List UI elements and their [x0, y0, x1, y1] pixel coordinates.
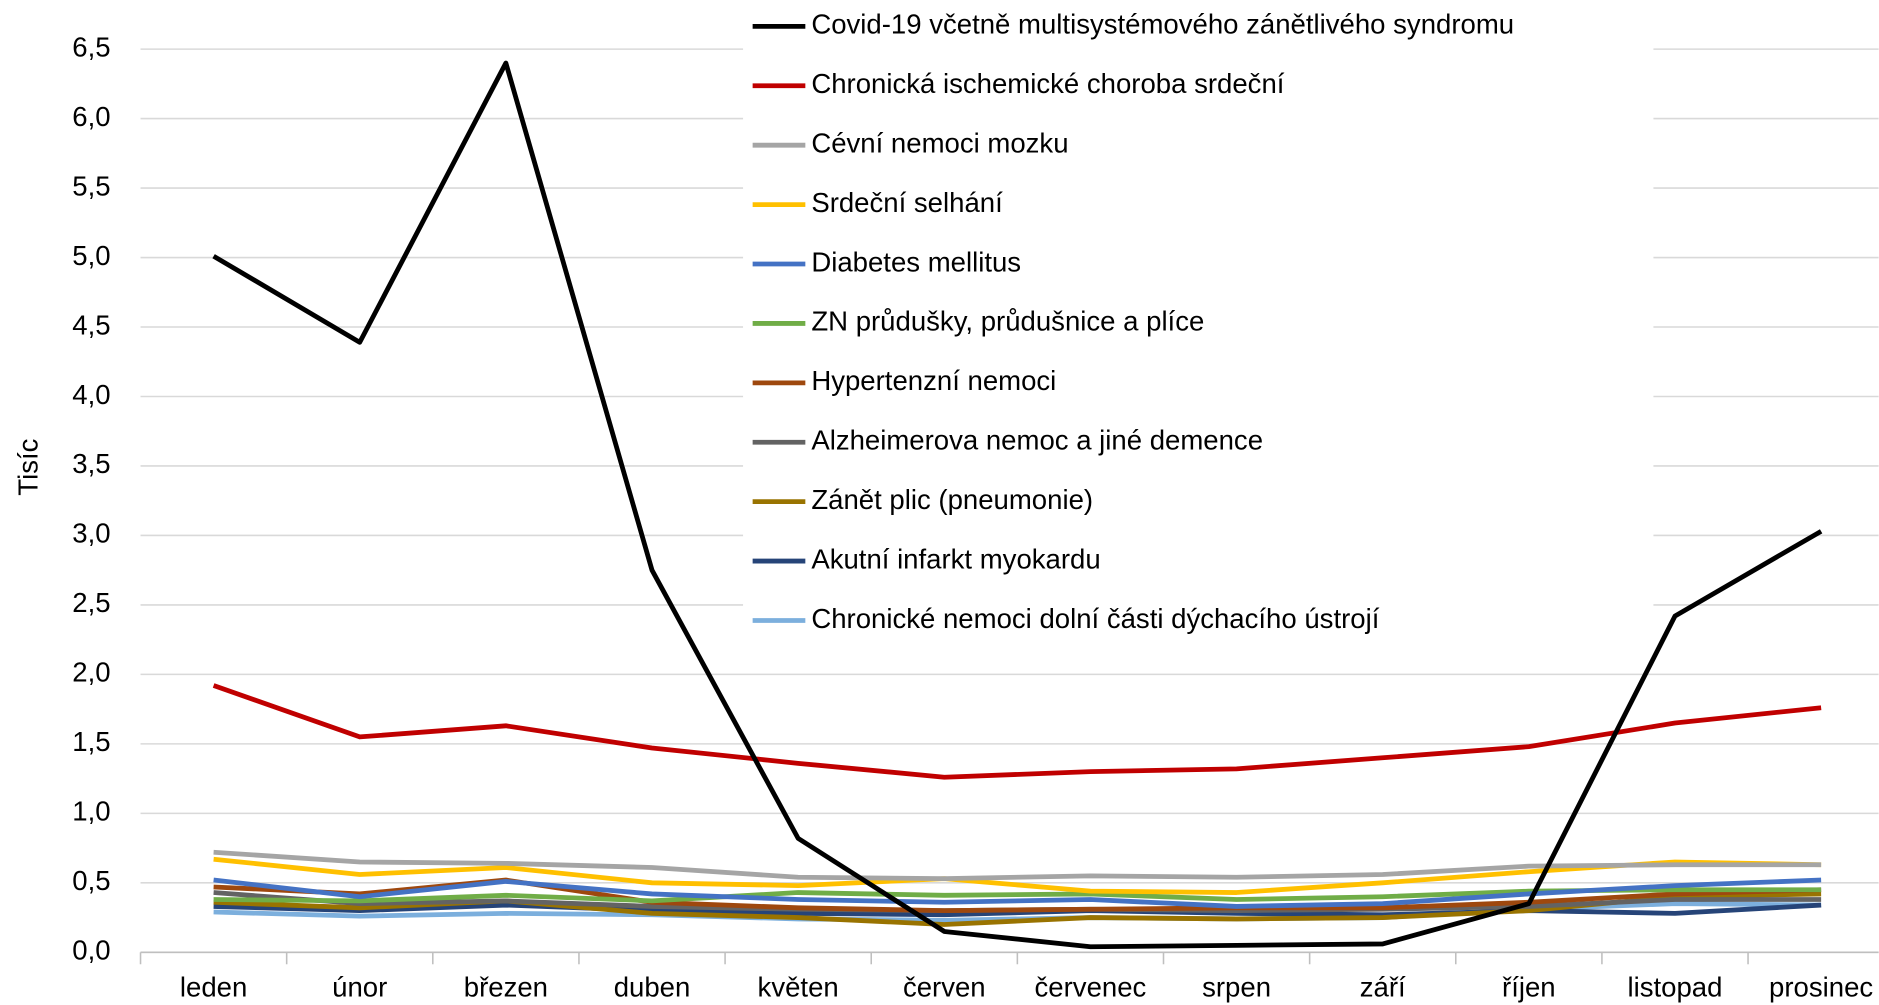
y-tick-label: 1,5 [72, 726, 110, 757]
x-tick-label: květen [758, 972, 839, 1003]
y-tick-label: 6,5 [72, 31, 110, 62]
x-tick-label: červenec [1035, 972, 1147, 1003]
line [212, 683, 1822, 780]
y-tick-label: 0,0 [72, 935, 110, 966]
y-tick-label: 5,5 [72, 170, 110, 201]
x-tick-label: říjen [1502, 972, 1556, 1003]
legend-label: Chronická ischemické choroba srdeční [811, 68, 1284, 99]
y-tick-label: 2,0 [72, 657, 110, 688]
y-tick-label: 3,0 [72, 518, 110, 549]
legend-label: Chronické nemoci dolní části dýchacího ú… [811, 603, 1379, 634]
y-tick-label: 4,5 [72, 309, 110, 340]
y-tick-label: 0,5 [72, 865, 110, 896]
x-tick-label: listopad [1628, 972, 1723, 1003]
legend-label: Diabetes mellitus [811, 246, 1021, 277]
y-tick-label: 5,0 [72, 240, 110, 271]
x-tick-label: prosinec [1769, 972, 1873, 1003]
legend-label: Hypertenzní nemoci [811, 365, 1056, 396]
y-tick-label: 1,0 [72, 796, 110, 827]
x-tick-label: srpen [1202, 972, 1271, 1003]
x-tick-label: září [1360, 972, 1406, 1003]
x-tick-label: leden [180, 972, 247, 1003]
legend-label: Alzheimerova nemoc a jiné demence [811, 425, 1263, 456]
y-tick-label: 6,0 [72, 101, 110, 132]
y-tick-label: 2,5 [72, 587, 110, 618]
legend-label: Akutní infarkt myokardu [811, 543, 1100, 574]
x-tick-label: duben [614, 972, 691, 1003]
y-tick-label: 4,0 [72, 379, 110, 410]
legend-label: Srdeční selhání [811, 187, 1003, 218]
line [212, 60, 1823, 950]
x-tick-label: červen [903, 972, 986, 1003]
y-tick-label: 3,5 [72, 448, 110, 479]
legend-box [743, 0, 1654, 647]
legend-label: Cévní nemoci mozku [811, 127, 1068, 158]
legend-label: Covid-19 včetně multisystémového zánětli… [811, 9, 1514, 40]
x-tick-label: březen [464, 972, 548, 1003]
legend-label: ZN průdušky, průdušnice a plíce [811, 306, 1204, 337]
x-tick-label: únor [332, 972, 387, 1003]
line [213, 849, 1822, 882]
legend-label: Zánět plic (pneumonie) [811, 484, 1093, 515]
y-axis-label: Tisíc [13, 438, 44, 495]
line [213, 902, 1822, 918]
line [213, 856, 1822, 895]
line [213, 877, 1822, 909]
